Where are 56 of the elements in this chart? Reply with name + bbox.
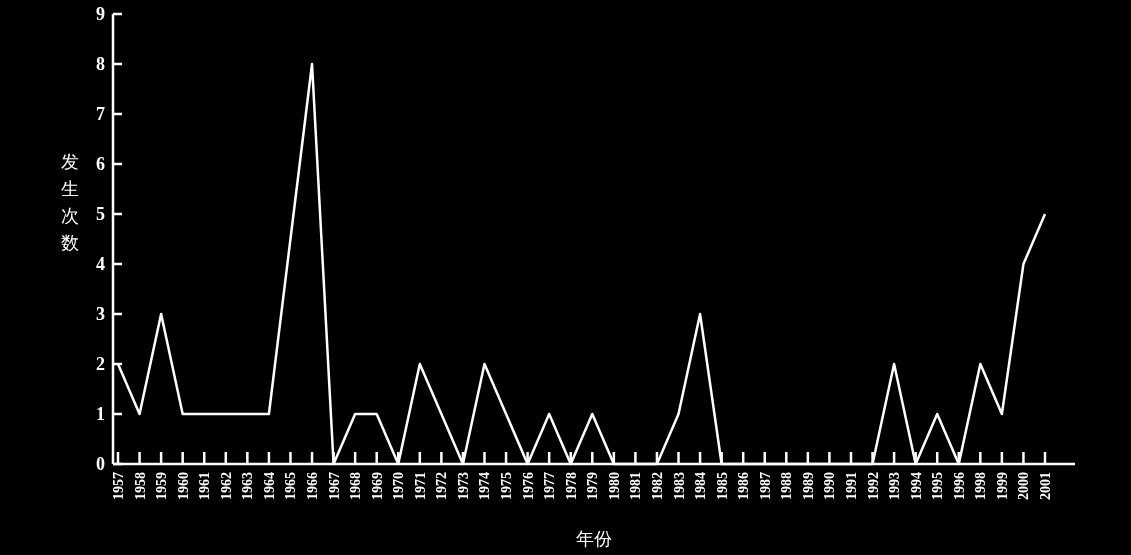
x-tick-label: 1990 [822, 472, 838, 500]
y-tick-label: 6 [96, 154, 105, 174]
x-tick-label: 1978 [563, 472, 579, 500]
x-tick-label: 1979 [585, 472, 601, 500]
x-tick-label: 1982 [649, 472, 665, 500]
x-tick-label: 1989 [800, 472, 816, 500]
x-tick-label: 1994 [908, 472, 924, 500]
x-tick-label: 1963 [240, 472, 256, 500]
x-tick-label: 1987 [757, 472, 773, 500]
x-tick-label: 1976 [520, 472, 536, 500]
x-tick-label: 1973 [455, 472, 471, 500]
x-tick-label: 2000 [1016, 472, 1032, 500]
x-tick-label: 1967 [326, 472, 342, 500]
x-tick-label: 1992 [865, 472, 881, 500]
y-tick-label: 2 [96, 354, 105, 374]
y-tick-label: 1 [96, 404, 105, 424]
x-tick-label: 1998 [973, 472, 989, 500]
x-tick-label: 1991 [843, 472, 859, 500]
y-tick-label: 4 [96, 254, 105, 274]
x-tick-label: 1986 [736, 472, 752, 500]
x-tick-label: 1981 [628, 472, 644, 500]
y-tick-label: 9 [96, 4, 105, 24]
x-tick-label: 1972 [434, 472, 450, 500]
x-tick-label: 1960 [175, 472, 191, 500]
x-tick-label: 1993 [887, 472, 903, 500]
x-tick-label: 1974 [477, 472, 493, 500]
x-axis-title: 年份 [576, 529, 612, 549]
x-tick-label: 1977 [542, 472, 558, 500]
x-tick-label: 1970 [391, 472, 407, 500]
y-axis-title: 发生次数 [61, 152, 79, 253]
y-tick-label: 7 [96, 104, 105, 124]
x-tick-label: 1975 [499, 472, 515, 500]
x-tick-label: 1983 [671, 472, 687, 500]
y-tick-label: 0 [96, 454, 105, 474]
x-tick-label: 1985 [714, 472, 730, 500]
x-tick-label: 1980 [606, 472, 622, 500]
x-tick-label: 1995 [930, 472, 946, 500]
x-tick-label: 1958 [132, 472, 148, 500]
x-tick-label: 1966 [305, 472, 321, 500]
x-tick-label: 1968 [348, 472, 364, 500]
x-tick-label: 1971 [412, 472, 428, 500]
x-tick-label: 1962 [218, 472, 234, 500]
x-tick-label: 1964 [261, 472, 277, 500]
x-tick-label: 1957 [111, 472, 126, 500]
y-tick-label: 3 [96, 304, 105, 324]
x-tick-label: 1988 [779, 472, 795, 500]
y-tick-label: 8 [96, 54, 105, 74]
x-tick-label: 1969 [369, 472, 385, 500]
x-tick-label: 1999 [994, 472, 1010, 500]
x-tick-label: 1959 [154, 472, 170, 500]
x-tick-label: 1996 [951, 472, 967, 500]
x-tick-label: 1984 [693, 472, 709, 500]
y-tick-label: 5 [96, 204, 105, 224]
x-tick-label: 1961 [197, 472, 213, 500]
x-tick-label: 1965 [283, 472, 299, 500]
x-tick-label: 2001 [1038, 472, 1053, 500]
